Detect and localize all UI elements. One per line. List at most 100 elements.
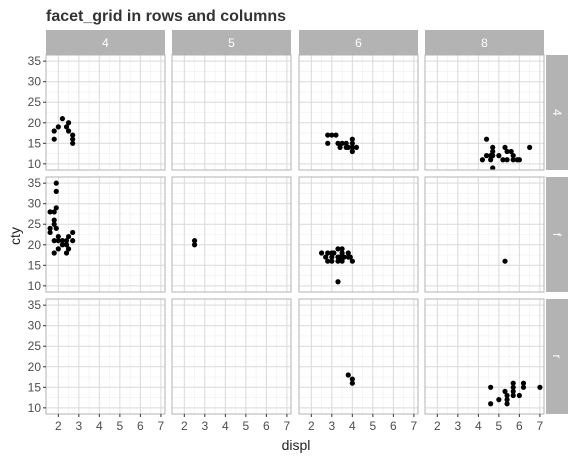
data-point xyxy=(53,180,59,186)
data-point xyxy=(520,384,527,390)
panel-border xyxy=(298,54,419,171)
data-point xyxy=(325,140,331,146)
data-point xyxy=(51,209,57,215)
panel-border xyxy=(298,176,419,293)
x-tick-label: 5 xyxy=(243,419,250,433)
panel-r-4 xyxy=(45,298,166,415)
data-point xyxy=(490,148,496,155)
data-point xyxy=(347,254,353,260)
data-point xyxy=(345,372,351,378)
x-tick-label: 3 xyxy=(201,419,208,433)
panel-border xyxy=(298,298,419,415)
data-point xyxy=(65,120,72,126)
data-point xyxy=(490,165,496,171)
data-point xyxy=(70,136,76,142)
data-point xyxy=(335,279,341,285)
data-point xyxy=(65,246,72,252)
data-point xyxy=(483,153,490,159)
data-point xyxy=(51,217,57,223)
x-tick-label: 2 xyxy=(55,419,62,433)
data-point xyxy=(349,140,355,146)
y-tick-label: 30 xyxy=(28,197,42,211)
y-tick-label: 10 xyxy=(28,401,42,415)
data-point xyxy=(349,376,355,382)
data-point xyxy=(510,388,516,395)
x-axis-title: displ xyxy=(282,437,311,453)
data-point xyxy=(496,397,502,403)
panel-f-4 xyxy=(45,176,166,293)
column-strip xyxy=(46,30,165,55)
data-point xyxy=(339,258,345,264)
panel-border xyxy=(424,176,545,293)
data-point xyxy=(349,148,355,155)
panel-f-8 xyxy=(424,176,545,293)
column-strip xyxy=(172,30,291,55)
y-tick-label: 20 xyxy=(28,116,42,130)
data-point xyxy=(500,157,506,163)
data-point xyxy=(508,148,514,155)
data-point xyxy=(353,144,360,151)
data-point xyxy=(537,384,543,390)
data-point xyxy=(339,250,345,256)
x-tick-label: 7 xyxy=(537,419,544,433)
data-point xyxy=(63,238,70,244)
panel-r-5 xyxy=(171,298,292,415)
column-strip-label: 4 xyxy=(102,36,109,50)
data-point xyxy=(502,144,508,151)
x-tick-label: 5 xyxy=(370,419,377,433)
data-point xyxy=(345,250,351,256)
data-point xyxy=(325,132,331,138)
y-tick-label: 30 xyxy=(28,319,42,333)
x-tick-label: 3 xyxy=(454,419,461,433)
data-point xyxy=(527,144,533,151)
data-point xyxy=(504,401,510,407)
data-point xyxy=(325,258,331,264)
panel-border xyxy=(45,176,166,293)
panel-border xyxy=(424,54,545,171)
data-point xyxy=(191,242,198,248)
data-point xyxy=(488,384,494,390)
column-strip-label: 8 xyxy=(481,36,488,50)
data-point xyxy=(510,392,516,399)
panel-border xyxy=(45,54,166,171)
data-point xyxy=(516,392,522,399)
y-tick-label: 30 xyxy=(28,75,42,89)
facet-panels: 4 5 6 84fr101520253035101520253035101520253… xyxy=(28,30,568,433)
x-tick-label: 2 xyxy=(308,419,315,433)
data-point xyxy=(479,157,486,163)
panel-r-6 xyxy=(298,298,419,415)
data-point xyxy=(333,132,339,138)
panel-r-8 xyxy=(424,298,545,415)
row-strip-label: r xyxy=(550,355,564,359)
panel-border xyxy=(171,54,292,171)
data-point xyxy=(502,258,508,264)
data-point xyxy=(70,140,76,146)
data-point xyxy=(341,254,347,260)
data-point xyxy=(510,157,516,163)
data-point xyxy=(349,136,355,142)
data-point xyxy=(335,246,341,252)
data-point xyxy=(63,250,70,256)
data-point xyxy=(55,233,61,240)
chart-title: facet_grid in rows and columns xyxy=(46,8,286,25)
panel-4-6 xyxy=(298,54,419,171)
data-point xyxy=(504,397,510,403)
data-point xyxy=(510,384,516,390)
data-point xyxy=(337,144,343,151)
row-strip xyxy=(546,177,568,292)
x-tick-label: 4 xyxy=(96,419,103,433)
data-point xyxy=(329,132,335,138)
data-point xyxy=(51,221,57,227)
x-tick-label: 5 xyxy=(117,419,124,433)
column-strip-label: 5 xyxy=(228,36,235,50)
x-tick-label: 4 xyxy=(349,419,356,433)
data-point xyxy=(325,250,331,256)
data-point xyxy=(496,153,502,159)
y-tick-label: 15 xyxy=(28,258,42,272)
data-point xyxy=(504,148,510,155)
data-point xyxy=(191,238,198,244)
x-tick-label: 7 xyxy=(411,419,418,433)
data-point xyxy=(504,157,510,163)
x-tick-label: 3 xyxy=(75,419,82,433)
data-point xyxy=(343,140,349,146)
